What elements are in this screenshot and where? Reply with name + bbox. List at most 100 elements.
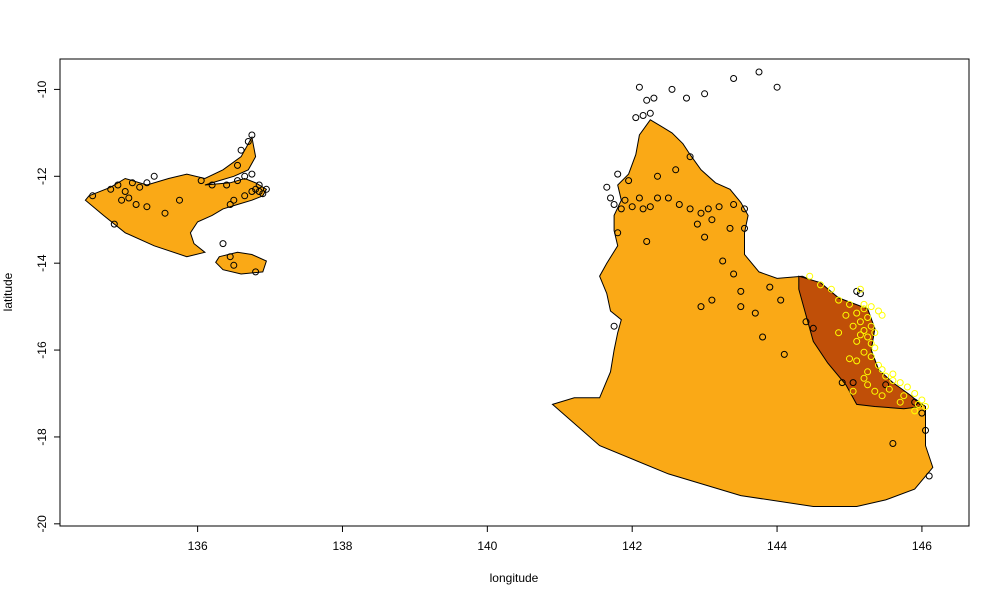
occurrence-point-inside [853, 357, 861, 365]
occurrence-point-inside [853, 337, 861, 345]
occurrence-point [701, 233, 709, 241]
occurrence-point-inside [864, 368, 872, 376]
occurrence-point [607, 194, 614, 202]
occurrence-point-inside [860, 327, 868, 334]
occurrence-point-inside [896, 398, 904, 406]
occurrence-point-inside [878, 392, 886, 400]
occurrence-point [751, 309, 759, 317]
occurrence-point [639, 112, 647, 119]
occurrence-point-inside [903, 383, 911, 391]
occurrence-point-inside [846, 355, 853, 363]
occurrence-point-inside [853, 309, 861, 317]
y-tick-label: -18 [35, 428, 49, 446]
occurrence-point-inside [849, 387, 857, 395]
occurrence-point-inside [860, 374, 868, 382]
points-layer [89, 68, 933, 480]
occurrence-point-inside [896, 379, 904, 387]
occurrence-point [219, 240, 227, 248]
occurrence-point [262, 185, 270, 193]
occurrence-point [241, 172, 249, 180]
occurrence-point-inside [864, 381, 872, 389]
occurrence-point-inside [885, 385, 893, 393]
occurrence-point [248, 170, 256, 178]
occurrence-point [226, 253, 234, 261]
y-tick-label: -14 [35, 254, 49, 272]
occurrence-point [654, 172, 661, 180]
x-tick-label: 144 [767, 539, 787, 553]
x-tick-label: 138 [332, 539, 352, 553]
occurrence-point [686, 153, 694, 161]
occurrence-point [741, 224, 748, 232]
occurrence-point [646, 109, 654, 117]
occurrence-point-inside [875, 307, 882, 315]
occurrence-point [635, 194, 643, 202]
occurrence-point [197, 177, 205, 185]
occurrence-point-inside [867, 340, 875, 347]
occurrence-point [802, 318, 810, 326]
occurrence-point-inside [871, 329, 879, 337]
occurrence-point [697, 209, 705, 217]
x-tick-label: 136 [188, 539, 208, 553]
occurrence-point [715, 203, 723, 211]
occurrence-point [773, 83, 781, 91]
occurrence-point [853, 287, 861, 295]
occurrence-point [234, 177, 241, 185]
occurrence-point [693, 220, 701, 228]
occurrence-point-inside [835, 329, 843, 337]
occurrence-point [701, 90, 709, 98]
occurrence-point [780, 350, 788, 358]
occurrence-point [621, 196, 629, 204]
occurrence-point [610, 201, 618, 208]
west-island [215, 251, 268, 275]
occurrence-point-inside [900, 392, 908, 400]
occurrence-point-inside [864, 314, 872, 321]
occurrence-point [922, 426, 929, 434]
occurrence-point [730, 75, 738, 82]
occurrence-point [230, 196, 238, 204]
occurrence-point-inside [817, 281, 824, 289]
occurrence-point [704, 205, 712, 213]
occurrence-point-inside [914, 400, 922, 408]
occurrence-point [882, 381, 890, 389]
occurrence-point [259, 190, 267, 198]
occurrence-point [143, 179, 151, 187]
occurrence-point [737, 287, 745, 295]
occurrence-point-inside [860, 300, 868, 308]
occurrence-point [110, 220, 118, 228]
occurrence-point [639, 205, 647, 213]
occurrence-point-inside [911, 390, 919, 397]
occurrence-point [730, 201, 738, 208]
occurrence-point-inside [867, 322, 875, 330]
occurrence-point [632, 114, 640, 122]
occurrence-point [610, 322, 618, 330]
occurrence-point [643, 96, 651, 104]
occurrence-point [248, 188, 256, 195]
y-tick-label: -12 [35, 167, 49, 185]
x-axis: 136 138 140 142 144 146 [188, 525, 932, 553]
occurrence-point [176, 196, 183, 204]
occurrence-point [118, 196, 126, 204]
y-tick-label: -20 [35, 515, 49, 533]
occurrence-point-inside [875, 361, 882, 369]
occurrence-point [625, 177, 633, 185]
occurrence-point-inside [860, 305, 868, 313]
occurrence-point [89, 192, 97, 200]
occurrence-point-inside [889, 370, 897, 378]
occurrence-point [755, 68, 763, 76]
occurrence-point [737, 303, 745, 311]
regions-layer [84, 119, 934, 507]
occurrence-point-inside [835, 296, 843, 304]
occurrence-point [252, 185, 260, 193]
occurrence-point [849, 379, 857, 387]
occurrence-point [248, 131, 256, 139]
occurrence-point [643, 238, 651, 245]
sub-region [798, 275, 923, 410]
occurrence-point-inside [856, 285, 864, 293]
occurrence-point [223, 181, 231, 189]
occurrence-point [150, 172, 158, 180]
occurrence-point [603, 183, 611, 191]
occurrence-point [654, 194, 661, 202]
occurrence-point [230, 261, 238, 269]
occurrence-point [136, 183, 144, 191]
occurrence-point [617, 205, 625, 213]
